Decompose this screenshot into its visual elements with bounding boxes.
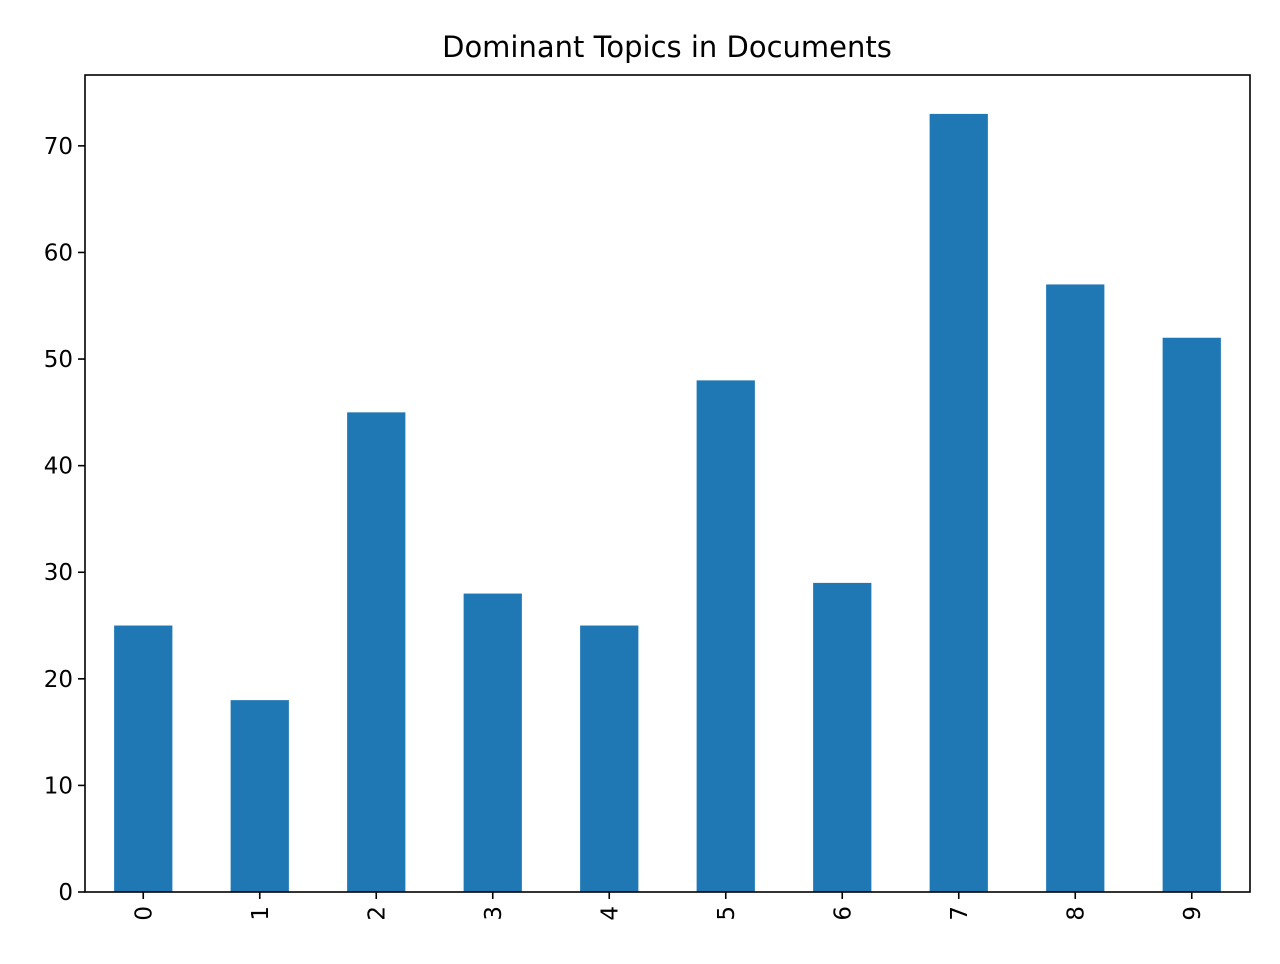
y-tick-label-0: 0 [58,880,73,906]
x-tick-label-6: 6 [830,906,856,921]
bar-topic-3 [463,593,522,892]
x-tick-label-4: 4 [597,906,623,921]
bar-topic-1 [230,700,289,892]
bar-topic-4 [580,625,639,892]
bar-topic-9 [1162,337,1221,893]
y-tick-label-20: 20 [44,667,73,693]
axes-layer [84,74,1251,893]
y-tick-label-30: 30 [44,560,73,586]
y-tick-label-40: 40 [44,454,73,480]
y-tick-label-10: 10 [44,773,73,799]
bar-topic-6 [813,582,872,892]
y-axis-ticks: 0 10 20 30 40 50 60 70 [44,134,85,906]
x-tick-label-0: 0 [131,906,157,921]
x-tick-label-9: 9 [1180,906,1206,921]
bar-topic-0 [114,625,173,892]
bar-topic-7 [929,113,988,892]
x-tick-label-8: 8 [1063,906,1089,921]
bar-topic-8 [1046,284,1105,893]
chart-title: Dominant Topics in Documents [442,30,892,64]
x-tick-label-5: 5 [714,906,740,921]
x-axis-ticks: 0 1 2 3 4 5 6 7 8 9 [131,892,1206,921]
x-tick-label-1: 1 [248,906,274,921]
bar-topic-2 [347,412,406,892]
y-tick-label-50: 50 [44,347,73,373]
bar-topic-5 [696,380,755,892]
x-tick-label-3: 3 [481,906,507,921]
x-tick-label-2: 2 [364,906,390,921]
y-tick-label-60: 60 [44,240,73,266]
x-tick-label-7: 7 [947,906,973,921]
y-tick-label-70: 70 [44,134,73,160]
bars-layer [114,113,1221,893]
plot-frame [84,74,1251,893]
